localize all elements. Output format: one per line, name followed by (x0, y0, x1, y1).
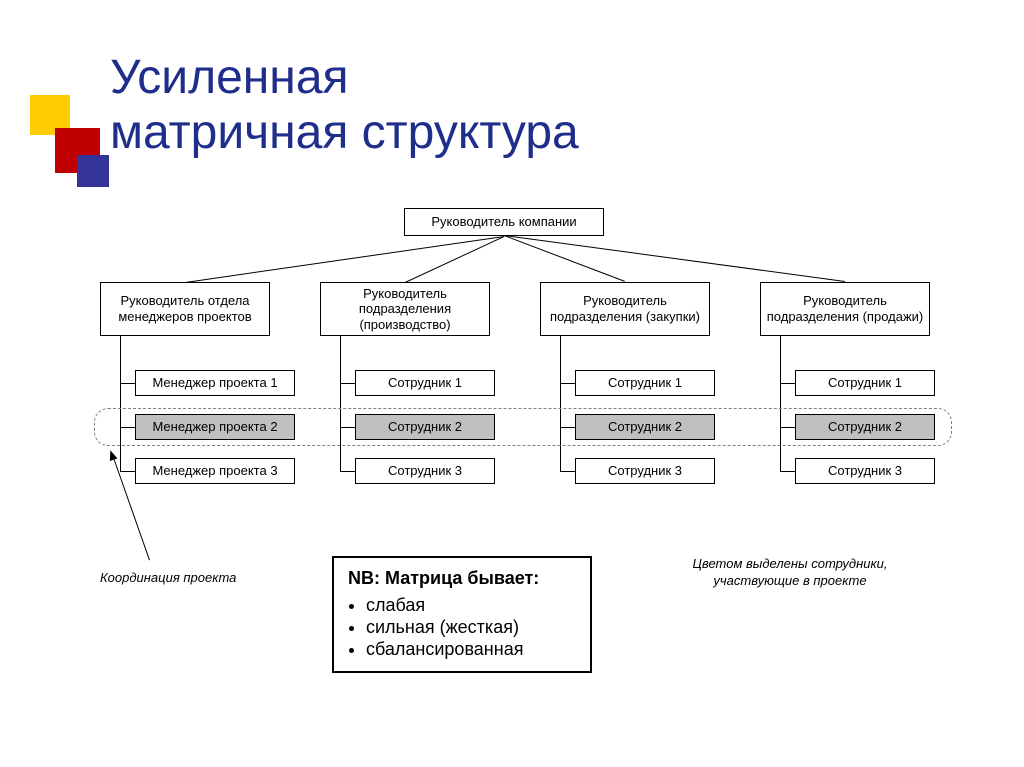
legend: Цветом выделены сотрудники,участвующие в… (650, 556, 930, 590)
h-1-2 (340, 471, 355, 472)
cell-3-0: Сотрудник 1 (795, 370, 935, 396)
h-0-2 (120, 471, 135, 472)
h-0-0 (120, 383, 135, 384)
h-2-0 (560, 383, 575, 384)
note-item-1: сильная (жесткая) (366, 617, 576, 638)
cell-2-0: Сотрудник 1 (575, 370, 715, 396)
cell-3-2: Сотрудник 3 (795, 458, 935, 484)
coordination-rect (94, 408, 952, 446)
h-3-0 (780, 383, 795, 384)
stem-1 (340, 336, 341, 471)
fan-line-0 (185, 236, 504, 283)
note-title: NB: Матрица бывает: (348, 568, 576, 589)
fan-line-2 (504, 235, 625, 282)
cell-2-2: Сотрудник 3 (575, 458, 715, 484)
branch-1: Руководитель подразделения (производство… (320, 282, 490, 336)
note-list: слабаясильная (жесткая)сбалансированная (348, 595, 576, 660)
fan-line-3 (504, 235, 845, 282)
stem-2 (560, 336, 561, 471)
branch-2: Руководитель подразделения (закупки) (540, 282, 710, 336)
h-1-0 (340, 383, 355, 384)
slide-title: Усиленнаяматричная структура (110, 50, 579, 160)
title-line-0: Усиленная (110, 50, 579, 105)
org-root: Руководитель компании (404, 208, 604, 236)
coord-arrow-head (107, 449, 118, 461)
stem-0 (120, 336, 121, 471)
h-2-2 (560, 471, 575, 472)
legend-line-0: Цветом выделены сотрудники, (650, 556, 930, 573)
note-item-2: сбалансированная (366, 639, 576, 660)
deco-square-2 (77, 155, 109, 187)
note-item-0: слабая (366, 595, 576, 616)
stem-3 (780, 336, 781, 471)
branch-3: Руководитель подразделения (продажи) (760, 282, 930, 336)
coord-label: Координация проекта (100, 570, 236, 585)
branch-0: Руководитель отдела менеджеров проектов (100, 282, 270, 336)
legend-line-1: участвующие в проекте (650, 573, 930, 590)
cell-1-2: Сотрудник 3 (355, 458, 495, 484)
note-box: NB: Матрица бывает: слабаясильная (жестка… (332, 556, 592, 673)
h-3-2 (780, 471, 795, 472)
cell-0-0: Менеджер проекта 1 (135, 370, 295, 396)
title-line-1: матричная структура (110, 105, 579, 160)
cell-0-2: Менеджер проекта 3 (135, 458, 295, 484)
cell-1-0: Сотрудник 1 (355, 370, 495, 396)
